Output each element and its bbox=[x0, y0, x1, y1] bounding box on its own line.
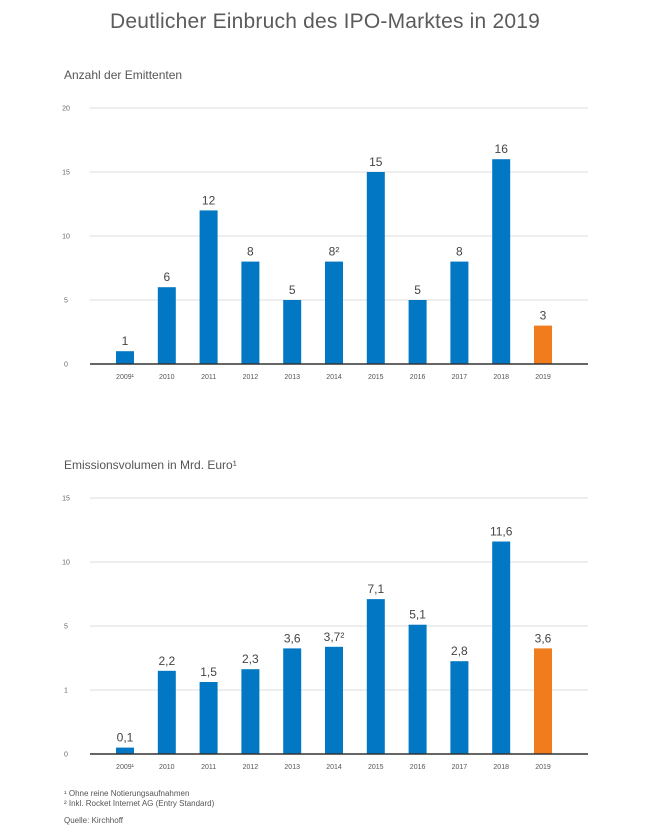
bar-value-label: 8 bbox=[456, 245, 463, 259]
bar-value-label: 2,2 bbox=[158, 654, 175, 668]
x-tick-label: 2016 bbox=[410, 374, 426, 381]
bar bbox=[116, 747, 134, 754]
bar bbox=[450, 261, 469, 364]
y-tick-label: 10 bbox=[62, 560, 70, 567]
source-note: Quelle: Kirchhoff bbox=[64, 816, 123, 825]
x-tick-label: 2017 bbox=[452, 764, 468, 771]
x-tick-label: 2014 bbox=[326, 764, 342, 771]
chart-issuers: 0 5 10 15 20 1 2009¹ 6 2010 12 2011 8 2012 5 2013 8² 201… bbox=[62, 106, 588, 381]
page-title: Deutlicher Einbruch des IPO-Marktes in 2… bbox=[110, 10, 540, 33]
y-tick-label: 20 bbox=[62, 106, 70, 113]
bar-value-label: 3,6 bbox=[284, 631, 301, 645]
bar bbox=[492, 159, 511, 364]
bar-value-label: 5,1 bbox=[409, 608, 426, 622]
bar bbox=[366, 599, 385, 754]
bar-value-label: 16 bbox=[495, 142, 509, 156]
bar bbox=[325, 261, 343, 364]
x-tick-label: 2012 bbox=[243, 374, 259, 381]
bar bbox=[325, 646, 343, 754]
bar bbox=[241, 261, 260, 364]
x-tick-label: 2019 bbox=[535, 374, 551, 381]
x-tick-label: 2014 bbox=[326, 374, 342, 381]
footnotes: ¹ Ohne reine Notierungsaufnahmen ² Inkl.… bbox=[64, 789, 214, 809]
y-tick-label: 1 bbox=[64, 688, 68, 695]
y-tick-label: 15 bbox=[62, 496, 70, 503]
bar bbox=[534, 648, 552, 754]
bar bbox=[199, 210, 218, 364]
bar-value-label: 0,1 bbox=[117, 731, 134, 745]
x-tick-label: 2015 bbox=[368, 374, 384, 381]
y-tick-label: 5 bbox=[64, 624, 68, 631]
x-tick-label: 2009¹ bbox=[116, 764, 135, 771]
chart-2-title: Emissionsvolumen in Mrd. Euro¹ bbox=[64, 458, 237, 472]
bar-value-label: 5 bbox=[414, 283, 421, 297]
bar-value-label: 11,6 bbox=[490, 525, 513, 539]
x-tick-label: 2012 bbox=[243, 764, 259, 771]
x-tick-label: 2018 bbox=[493, 764, 509, 771]
bar-value-label: 3,6 bbox=[535, 631, 552, 645]
bar bbox=[157, 287, 176, 364]
bar bbox=[199, 682, 218, 754]
bar bbox=[492, 541, 511, 754]
x-tick-label: 2019 bbox=[535, 764, 551, 771]
x-tick-label: 2011 bbox=[201, 374, 216, 381]
bar-value-label: 5 bbox=[289, 283, 296, 297]
bar bbox=[241, 669, 260, 754]
bar bbox=[283, 300, 302, 364]
footnote-1: ¹ Ohne reine Notierungsaufnahmen bbox=[64, 789, 190, 798]
bar bbox=[366, 172, 385, 364]
bar bbox=[116, 351, 134, 364]
x-tick-label: 2009¹ bbox=[116, 374, 135, 381]
y-tick-label: 10 bbox=[62, 234, 70, 241]
y-tick-label: 5 bbox=[64, 298, 68, 305]
x-tick-label: 2010 bbox=[159, 764, 175, 771]
x-tick-label: 2013 bbox=[284, 764, 300, 771]
bar-value-label: 2,8 bbox=[451, 644, 468, 658]
bar-value-label: 3,7² bbox=[324, 630, 345, 644]
bar bbox=[534, 325, 552, 364]
bar bbox=[283, 648, 302, 754]
y-tick-label: 0 bbox=[64, 752, 68, 759]
x-tick-label: 2011 bbox=[201, 764, 216, 771]
bar-value-label: 8 bbox=[247, 245, 254, 259]
x-tick-label: 2018 bbox=[493, 374, 509, 381]
x-tick-label: 2010 bbox=[159, 374, 175, 381]
bar bbox=[408, 300, 427, 364]
x-tick-label: 2013 bbox=[284, 374, 300, 381]
chart-volume: 01510150,12009¹2,220101,520112,320123,62… bbox=[62, 496, 588, 771]
x-tick-label: 2015 bbox=[368, 764, 384, 771]
bar-value-label: 2,3 bbox=[242, 652, 259, 666]
x-tick-label: 2016 bbox=[410, 764, 426, 771]
bar-value-label: 6 bbox=[163, 270, 170, 284]
y-tick-label: 15 bbox=[62, 170, 70, 177]
x-tick-label: 2017 bbox=[452, 374, 468, 381]
bar bbox=[450, 661, 469, 754]
bar-value-label: 1,5 bbox=[200, 665, 217, 679]
bar bbox=[408, 624, 427, 754]
bar-value-label: 1 bbox=[122, 334, 129, 348]
bar-value-label: 3 bbox=[540, 309, 547, 323]
y-tick-label: 0 bbox=[64, 362, 68, 369]
bar-value-label: 7,1 bbox=[367, 582, 384, 596]
bar-value-label: 8² bbox=[329, 245, 340, 259]
bar-value-label: 15 bbox=[369, 155, 383, 169]
footnote-2: ² Inkl. Rocket Internet AG (Entry Standa… bbox=[64, 799, 215, 808]
bar bbox=[157, 670, 176, 754]
chart-1-title: Anzahl der Emittenten bbox=[64, 68, 183, 82]
bar-value-label: 12 bbox=[202, 193, 216, 207]
